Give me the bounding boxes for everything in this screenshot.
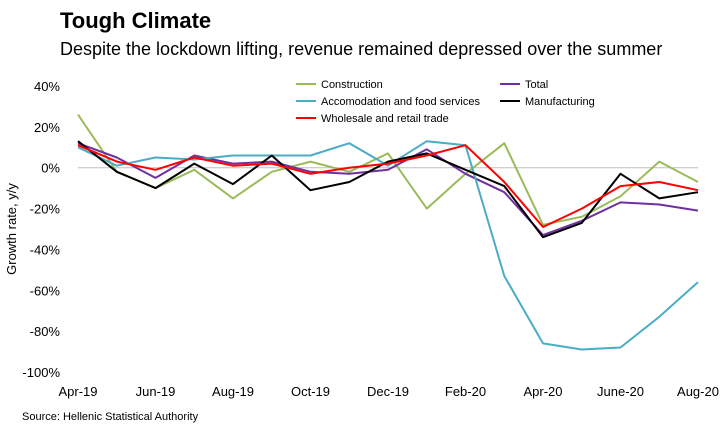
y-tick-label: 40%	[34, 79, 60, 94]
series-line-construction	[77, 114, 699, 226]
source-note: Source: Hellenic Statistical Authority	[22, 411, 199, 423]
x-tick-label: Jun-19	[136, 384, 176, 399]
x-tick-label: Oct-19	[291, 384, 330, 399]
chart-title: Tough Climate	[60, 8, 212, 33]
series-line-accomodation-and-food-services	[77, 140, 699, 351]
legend-label-total: Total	[525, 79, 548, 91]
y-axis-title: Growth rate, y/y	[4, 183, 19, 275]
y-tick-label: -80%	[30, 324, 61, 339]
x-tick-label: Aug-19	[212, 384, 254, 399]
series-line-manufacturing	[77, 140, 699, 239]
x-tick-label: Feb-20	[445, 384, 486, 399]
legend-label-construction: Construction	[321, 79, 383, 91]
series-line-total	[77, 142, 699, 237]
legend-label-accomodation-and-food-services: Accomodation and food services	[321, 96, 480, 108]
y-tick-label: 0%	[41, 161, 60, 176]
y-tick-label: 20%	[34, 120, 60, 135]
y-tick-label: -60%	[30, 283, 61, 298]
y-tick-label: -20%	[30, 202, 61, 217]
y-tick-label: -40%	[30, 242, 61, 257]
legend-label-wholesale-and-retail-trade: Wholesale and retail trade	[321, 113, 449, 125]
x-tick-label: Aug-20	[677, 384, 719, 399]
series-line-wholesale-and-retail-trade	[77, 144, 699, 228]
chart-subtitle: Despite the lockdown lifting, revenue re…	[60, 39, 663, 59]
legend-label-manufacturing: Manufacturing	[525, 96, 595, 108]
y-tick-label: -100%	[22, 365, 60, 380]
x-tick-label: Apr-20	[523, 384, 562, 399]
x-tick-label: June-20	[597, 384, 644, 399]
x-tick-label: Apr-19	[58, 384, 97, 399]
x-tick-label: Dec-19	[367, 384, 409, 399]
